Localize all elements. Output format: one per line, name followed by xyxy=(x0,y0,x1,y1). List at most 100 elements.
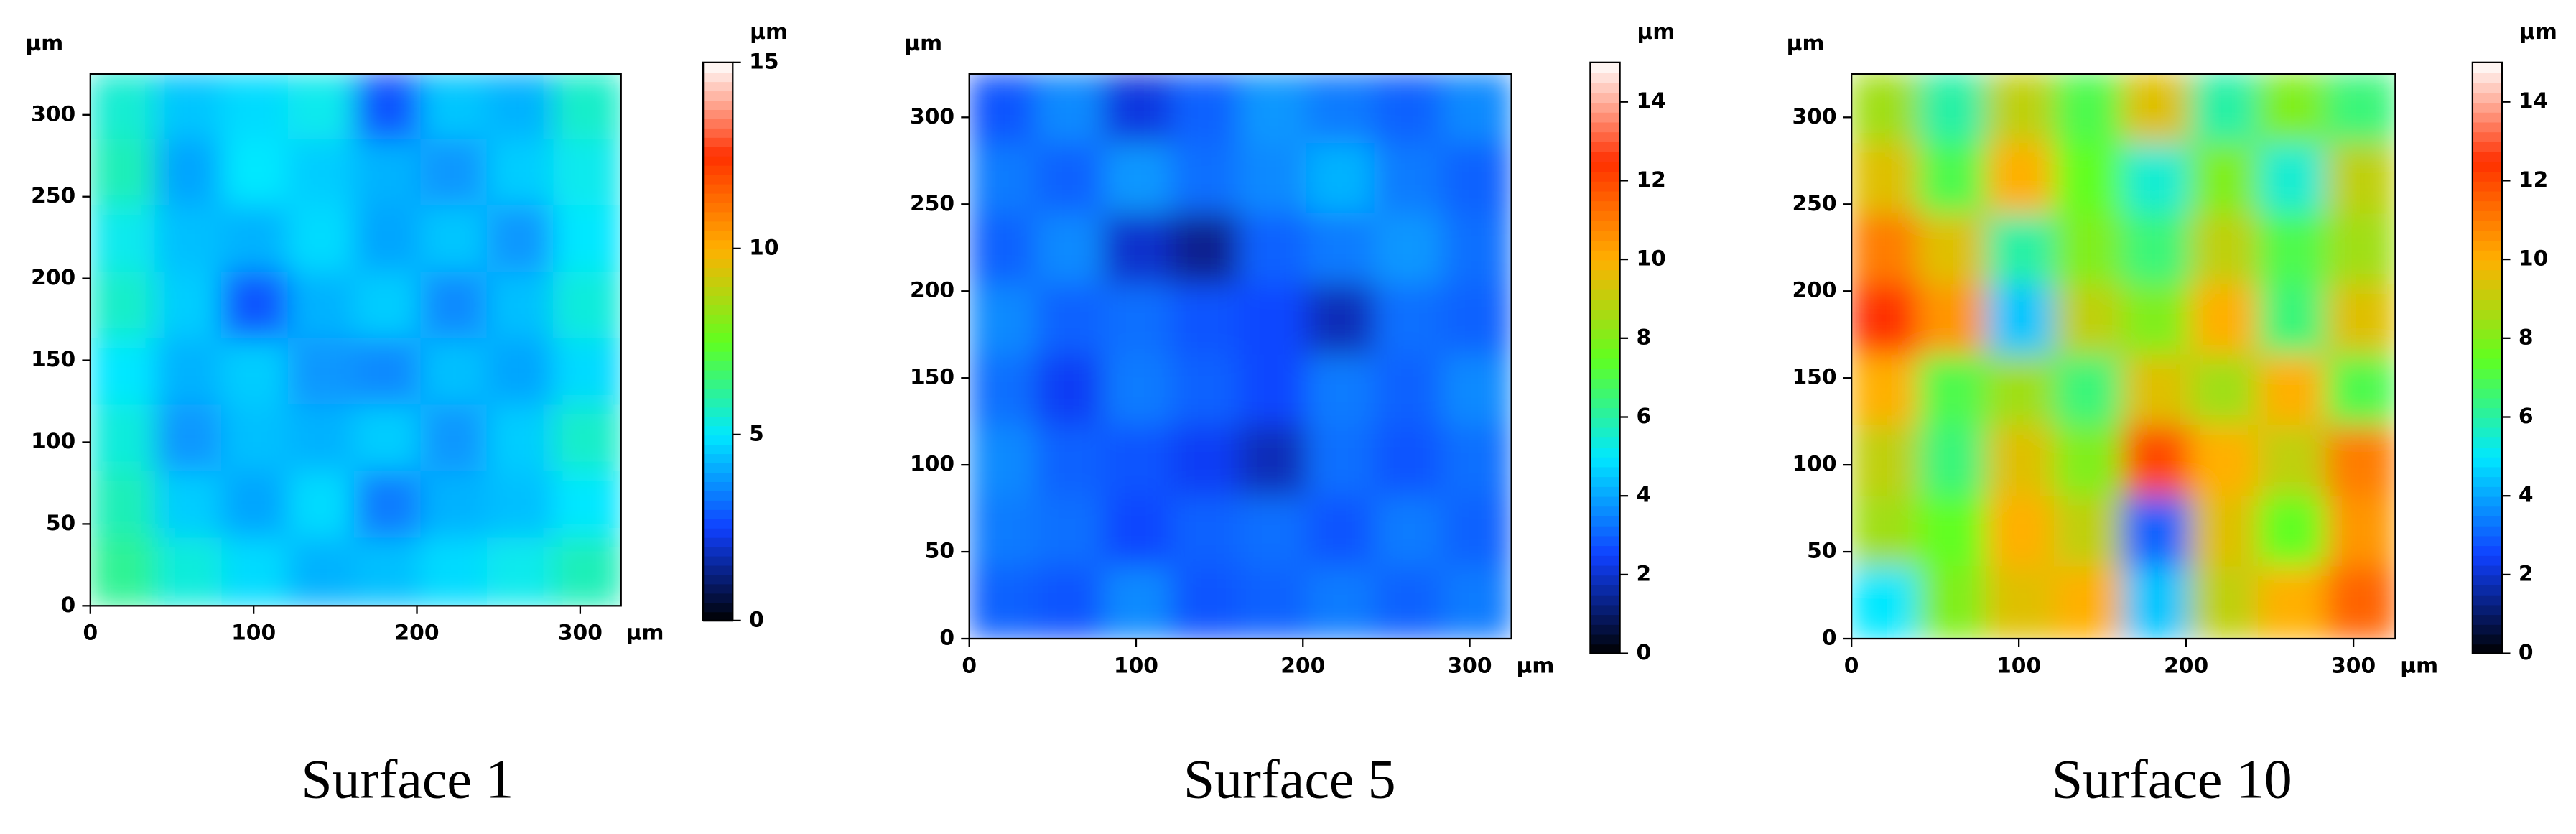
colorbar-swatch xyxy=(703,546,733,557)
surface-cells xyxy=(90,73,621,606)
height-cell xyxy=(221,205,292,275)
height-cell xyxy=(221,73,292,142)
colorbar-swatch xyxy=(703,267,733,278)
colorbar-swatch xyxy=(703,229,733,241)
colorbar-swatch xyxy=(2472,574,2503,585)
colorbar-swatch xyxy=(703,453,733,464)
colorbar-swatch xyxy=(2472,298,2503,310)
colorbar-tick-label: 14 xyxy=(2519,88,2548,113)
colorbar-swatch xyxy=(703,238,733,250)
height-cell xyxy=(2053,73,2126,147)
height-cell xyxy=(2257,142,2329,217)
height-cell xyxy=(2053,284,2126,358)
colorbar-swatch xyxy=(703,379,733,389)
colorbar-swatch xyxy=(703,304,733,315)
colorbar-tick-label: 4 xyxy=(1636,483,1651,508)
height-cell xyxy=(1917,142,1989,217)
height-cell xyxy=(1035,142,1107,217)
colorbar-swatch xyxy=(1590,574,1620,585)
height-cell xyxy=(1441,73,1512,147)
height-cell xyxy=(969,73,1039,147)
colorbar-swatch xyxy=(2472,634,2503,645)
plot-frame xyxy=(1851,73,2396,640)
height-cell xyxy=(287,471,358,542)
height-cell xyxy=(90,272,159,342)
colorbar-swatch xyxy=(2472,466,2503,478)
colorbar-swatch xyxy=(703,165,733,175)
height-cell xyxy=(1238,284,1310,358)
height-cell xyxy=(969,142,1039,217)
height-cell xyxy=(1103,496,1175,570)
colorbar-swatch xyxy=(1590,545,1620,556)
height-cell xyxy=(1238,496,1310,570)
colorbar-tick-label: 2 xyxy=(2519,561,2534,586)
height-cell xyxy=(90,537,159,606)
height-cell xyxy=(1103,73,1175,147)
x-axis-label: µm xyxy=(626,621,664,646)
colorbar-swatch xyxy=(2472,427,2503,438)
height-cell xyxy=(353,205,424,275)
colorbar-swatch xyxy=(2472,456,2503,468)
height-cell xyxy=(969,284,1039,358)
colorbar-tick-label: 8 xyxy=(2519,325,2534,350)
height-cell xyxy=(2121,284,2193,358)
colorbar-swatch xyxy=(703,202,733,213)
colorbar-swatch xyxy=(2472,101,2503,113)
colorbar-swatch xyxy=(2472,367,2503,379)
colorbar-swatch xyxy=(2472,387,2503,399)
height-cell xyxy=(1374,213,1446,287)
colorbar-swatch xyxy=(1590,634,1620,645)
height-cell xyxy=(420,272,490,342)
y-tick-label: 200 xyxy=(31,265,75,290)
y-axis-label: µm xyxy=(25,31,63,56)
x-tick-label: 200 xyxy=(394,621,439,646)
height-cell xyxy=(1374,496,1446,570)
height-cell xyxy=(553,471,621,542)
height-cell xyxy=(1238,213,1310,287)
colorbar-swatch xyxy=(1590,151,1620,162)
colorbar-swatch xyxy=(2472,249,2503,261)
height-cell xyxy=(1374,142,1446,217)
height-cell xyxy=(2190,354,2261,429)
height-cell xyxy=(1441,425,1512,499)
colorbar-swatch xyxy=(1590,535,1620,547)
colorbar-swatch xyxy=(2472,358,2503,369)
height-cell xyxy=(1441,566,1512,639)
height-cell xyxy=(1986,496,2057,570)
y-tick-label: 50 xyxy=(46,511,75,536)
height-cell xyxy=(2053,425,2126,499)
surface xyxy=(1851,73,2396,639)
colorbar-swatch xyxy=(1590,229,1620,241)
colorbar-tick-label: 8 xyxy=(1636,325,1651,350)
height-cell xyxy=(154,73,225,142)
height-cell xyxy=(1986,284,2057,358)
height-cell xyxy=(1986,425,2057,499)
height-cell xyxy=(2190,496,2261,570)
colorbar-swatch xyxy=(703,341,733,352)
surface xyxy=(969,73,1512,639)
colorbar-swatch xyxy=(2472,348,2503,359)
height-cell xyxy=(2053,566,2126,639)
colorbar-swatch xyxy=(1590,121,1620,133)
x-tick-label: 0 xyxy=(962,653,977,678)
colorbar-tick-label: 5 xyxy=(749,421,764,446)
colorbar-swatch xyxy=(703,397,733,408)
colorbar-swatch xyxy=(2472,160,2503,172)
colorbar-swatch xyxy=(1590,318,1620,330)
colorbar-swatch xyxy=(2472,515,2503,527)
colorbar-swatch xyxy=(703,481,733,491)
height-cell xyxy=(1917,566,1989,639)
height-cell xyxy=(1851,284,1922,358)
colorbar-swatch xyxy=(2472,82,2503,93)
colorbar-swatch xyxy=(703,257,733,269)
height-cell xyxy=(1306,73,1378,147)
colorbar-swatch xyxy=(1590,200,1620,211)
colorbar-swatch xyxy=(703,555,733,566)
height-cell xyxy=(2053,354,2126,429)
y-tick-label: 300 xyxy=(31,101,75,126)
x-tick-label: 0 xyxy=(83,621,98,646)
height-cell xyxy=(2190,284,2261,358)
height-cell xyxy=(1103,213,1175,287)
y-tick-label: 100 xyxy=(910,452,954,477)
height-cell xyxy=(420,338,490,408)
